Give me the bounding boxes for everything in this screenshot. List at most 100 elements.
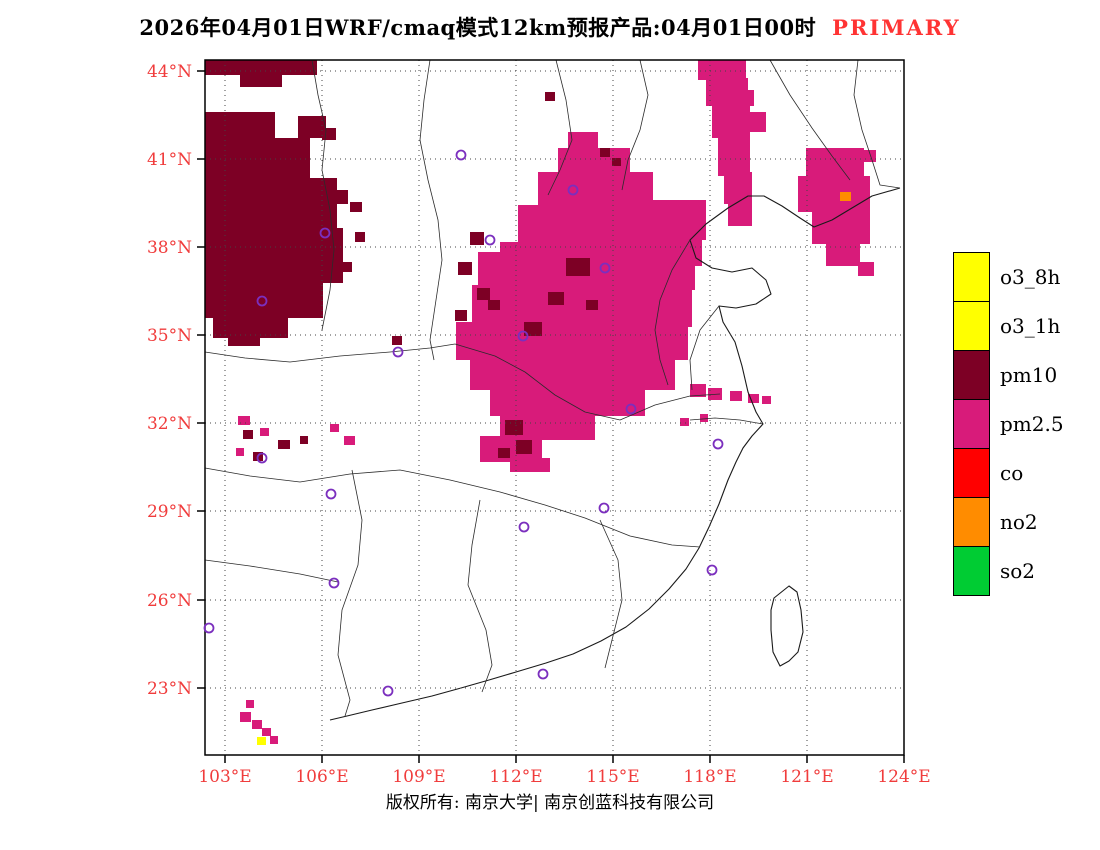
region-cell-pm2.5 xyxy=(744,112,766,132)
province-border xyxy=(689,305,720,391)
region-cell-pm2.5 xyxy=(748,394,759,403)
region-cell-pm10 xyxy=(524,322,542,336)
region-cell-pm2.5 xyxy=(712,104,750,138)
region-cell-o3_8h xyxy=(257,737,266,745)
region-cell-pm10 xyxy=(505,420,523,435)
region-cell-pm2.5 xyxy=(736,90,754,106)
region-cell-pm2.5 xyxy=(730,391,742,401)
legend-label: no2 xyxy=(1000,510,1038,534)
legend-item-co: co xyxy=(953,448,1064,498)
region-cell-pm10 xyxy=(318,248,338,262)
region-cell-pm2.5 xyxy=(806,148,864,178)
coastline xyxy=(329,187,901,721)
lon-tick-label: 115°E xyxy=(586,767,639,787)
city-marker xyxy=(392,346,404,358)
lon-tick-label: 124°E xyxy=(877,767,930,787)
lat-tick-label: 41°N xyxy=(147,150,192,170)
legend-item-o3_1h: o3_1h xyxy=(953,301,1064,351)
province-border xyxy=(654,239,691,386)
region-cell-pm2.5 xyxy=(510,458,550,472)
region-cell-pm2.5 xyxy=(728,200,752,226)
region-cell-pm10 xyxy=(545,92,555,101)
region-cell-pm2.5 xyxy=(798,176,870,212)
region-cell-no2 xyxy=(840,192,851,201)
legend-label: co xyxy=(1000,461,1024,485)
region-cell-pm10 xyxy=(205,60,317,75)
region-cell-pm2.5 xyxy=(252,720,262,729)
legend-swatch xyxy=(953,252,990,302)
legend-swatch xyxy=(953,497,990,547)
region-cell-pm10 xyxy=(205,112,275,140)
region-cell-pm2.5 xyxy=(472,285,692,327)
region-cell-pm10 xyxy=(455,310,467,321)
legend-label: o3_1h xyxy=(1000,314,1061,338)
region-cell-pm10 xyxy=(298,116,326,138)
region-cell-pm2.5 xyxy=(812,210,870,244)
figure-title-tag: PRIMARY xyxy=(832,15,961,40)
region-cell-pm2.5 xyxy=(478,252,504,286)
region-cell-pm2.5 xyxy=(456,322,688,360)
province-border xyxy=(547,59,573,196)
city-marker xyxy=(518,521,530,533)
legend-item-pm2.5: pm2.5 xyxy=(953,399,1064,449)
region-cell-pm2.5 xyxy=(262,728,271,736)
city-marker xyxy=(706,564,718,576)
region-cell-pm2.5 xyxy=(330,424,339,432)
city-marker xyxy=(382,685,394,697)
region-cell-pm2.5 xyxy=(538,172,653,208)
region-cell-pm10 xyxy=(205,178,337,230)
figure-title: 2026年04月01日WRF/cmaq模式12km预报产品:04月01日00时 P… xyxy=(0,12,1100,42)
lat-tick-label: 32°N xyxy=(147,414,192,434)
lat-tick-label: 44°N xyxy=(147,62,192,82)
region-cell-pm2.5 xyxy=(690,384,706,397)
legend-swatch xyxy=(953,448,990,498)
copyright-text: 版权所有: 南京大学| 南京创蓝科技有限公司 xyxy=(385,793,715,813)
legend-swatch xyxy=(953,350,990,400)
province-border xyxy=(599,519,623,669)
legend-swatch xyxy=(953,301,990,351)
region-cell-pm2.5 xyxy=(344,436,355,445)
region-cell-pm10 xyxy=(330,190,348,204)
legend-swatch xyxy=(953,399,990,449)
taiwan-island xyxy=(770,585,804,667)
region-cell-pm2.5 xyxy=(718,136,750,176)
city-marker xyxy=(256,452,268,464)
region-cell-pm10 xyxy=(243,430,253,439)
region-cell-pm10 xyxy=(205,138,310,180)
city-marker xyxy=(537,668,549,680)
lon-tick-label: 121°E xyxy=(780,767,833,787)
region-cell-pm10 xyxy=(205,280,323,318)
region-cell-pm2.5 xyxy=(762,396,771,404)
region-cell-pm2.5 xyxy=(236,448,244,456)
map-frame xyxy=(204,59,905,756)
lat-tick-label: 29°N xyxy=(147,502,192,522)
region-cell-pm10 xyxy=(586,300,598,310)
region-cell-pm10 xyxy=(278,440,290,449)
city-marker xyxy=(328,577,340,589)
city-marker xyxy=(712,438,724,450)
region-cell-pm2.5 xyxy=(648,200,706,240)
legend-swatch xyxy=(953,546,990,596)
region-cell-pm2.5 xyxy=(700,414,708,422)
region-cell-pm2.5 xyxy=(238,416,250,425)
legend-item-pm10: pm10 xyxy=(953,350,1064,400)
province-border xyxy=(204,343,456,363)
lat-tick-label: 38°N xyxy=(147,238,192,258)
region-cell-pm10 xyxy=(300,436,308,444)
region-cell-pm2.5 xyxy=(680,418,689,426)
figure-title-main: 2026年04月01日WRF/cmaq模式12km预报产品:04月01日00时 xyxy=(139,15,817,40)
city-marker xyxy=(325,488,337,500)
region-cell-pm10 xyxy=(477,288,490,300)
region-cell-pm10 xyxy=(240,75,282,87)
city-marker xyxy=(598,502,610,514)
region-cell-pm2.5 xyxy=(490,386,645,416)
region-cell-pm2.5 xyxy=(858,262,874,276)
city-marker xyxy=(517,330,529,342)
region-cell-pm2.5 xyxy=(724,172,752,204)
region-cell-pm10 xyxy=(340,262,352,272)
city-marker xyxy=(625,403,637,415)
province-border xyxy=(769,59,851,181)
city-marker xyxy=(484,234,496,246)
legend-label: pm10 xyxy=(1000,363,1058,387)
region-cell-pm10 xyxy=(516,440,532,454)
